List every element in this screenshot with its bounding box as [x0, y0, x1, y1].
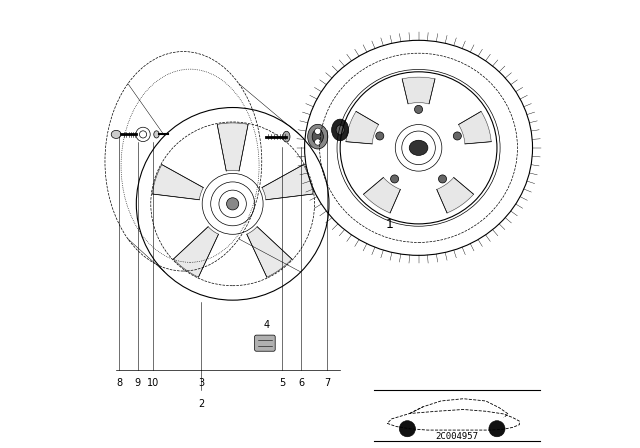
- Text: 5: 5: [279, 378, 285, 388]
- Circle shape: [315, 128, 321, 134]
- Ellipse shape: [336, 125, 344, 135]
- Circle shape: [390, 175, 399, 183]
- Text: 1: 1: [385, 217, 394, 231]
- Circle shape: [415, 105, 422, 113]
- Ellipse shape: [111, 130, 121, 138]
- Text: 2: 2: [198, 399, 204, 409]
- Text: 4: 4: [264, 320, 269, 330]
- Circle shape: [489, 421, 505, 437]
- Circle shape: [399, 421, 415, 437]
- Circle shape: [438, 175, 447, 183]
- Polygon shape: [262, 164, 313, 200]
- Ellipse shape: [308, 125, 328, 149]
- Polygon shape: [364, 177, 401, 213]
- FancyBboxPatch shape: [255, 335, 275, 351]
- Polygon shape: [346, 112, 379, 144]
- Polygon shape: [247, 227, 292, 277]
- Text: 2C004957: 2C004957: [435, 432, 478, 441]
- Circle shape: [315, 139, 321, 145]
- Polygon shape: [402, 77, 435, 104]
- Circle shape: [376, 132, 384, 140]
- Ellipse shape: [154, 131, 159, 138]
- Text: 8: 8: [116, 378, 122, 388]
- Polygon shape: [436, 177, 474, 213]
- Polygon shape: [458, 112, 491, 144]
- Text: 9: 9: [134, 378, 141, 388]
- Circle shape: [453, 132, 461, 140]
- Ellipse shape: [312, 129, 323, 144]
- Polygon shape: [173, 227, 218, 277]
- Polygon shape: [217, 123, 248, 171]
- Ellipse shape: [332, 119, 349, 141]
- Text: 7: 7: [324, 378, 330, 388]
- Ellipse shape: [283, 131, 290, 142]
- Ellipse shape: [409, 140, 428, 155]
- Text: 10: 10: [147, 378, 159, 388]
- Polygon shape: [152, 164, 204, 200]
- Text: 6: 6: [298, 378, 304, 388]
- Text: 3: 3: [198, 378, 204, 388]
- Circle shape: [227, 198, 239, 210]
